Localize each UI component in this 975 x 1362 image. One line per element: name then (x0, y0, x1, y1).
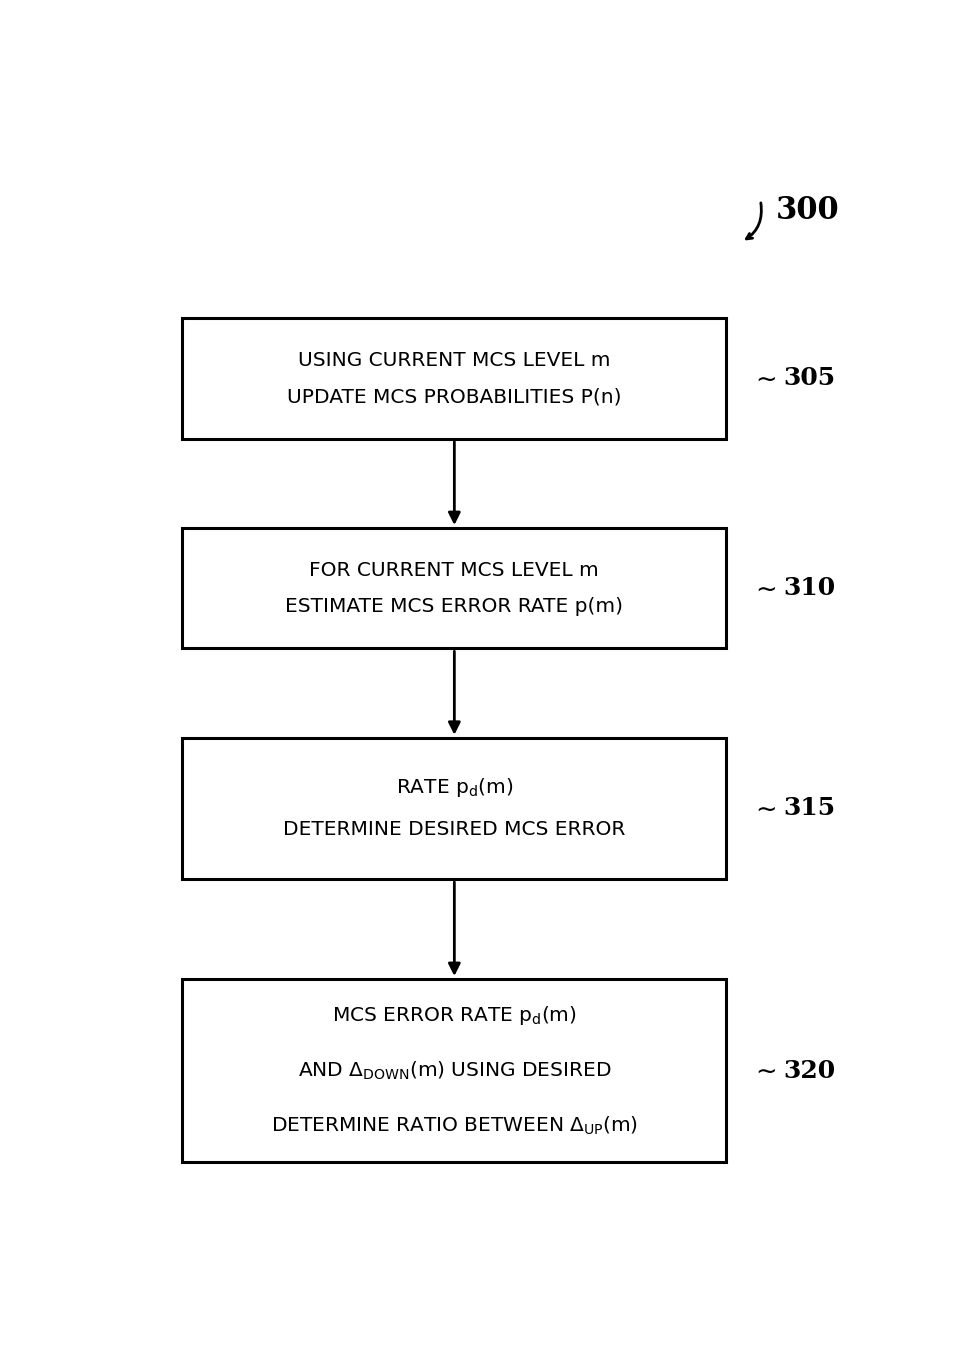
Text: UPDATE MCS PROBABILITIES P(n): UPDATE MCS PROBABILITIES P(n) (287, 387, 622, 406)
Text: $\sim$: $\sim$ (750, 795, 775, 821)
Text: AND $\Delta_{\mathregular{DOWN}}$(m) USING DESIRED: AND $\Delta_{\mathregular{DOWN}}$(m) USI… (297, 1060, 611, 1081)
Text: $\sim$: $\sim$ (750, 365, 775, 391)
Text: RATE $\mathregular{p_d}$(m): RATE $\mathregular{p_d}$(m) (396, 776, 513, 798)
Text: ESTIMATE MCS ERROR RATE p(m): ESTIMATE MCS ERROR RATE p(m) (286, 597, 623, 616)
FancyBboxPatch shape (182, 738, 726, 880)
Text: DETERMINE DESIRED MCS ERROR: DETERMINE DESIRED MCS ERROR (283, 820, 626, 839)
Text: $\sim$: $\sim$ (750, 1058, 775, 1084)
FancyBboxPatch shape (182, 979, 726, 1162)
Text: 305: 305 (783, 366, 836, 391)
Text: 310: 310 (783, 576, 836, 601)
FancyBboxPatch shape (182, 319, 726, 439)
Text: $\sim$: $\sim$ (750, 575, 775, 601)
Text: 320: 320 (783, 1058, 836, 1083)
Text: FOR CURRENT MCS LEVEL m: FOR CURRENT MCS LEVEL m (309, 561, 600, 580)
Text: DETERMINE RATIO BETWEEN $\Delta_{\mathregular{UP}}$(m): DETERMINE RATIO BETWEEN $\Delta_{\mathre… (271, 1114, 638, 1137)
Text: 315: 315 (783, 797, 836, 820)
Text: 300: 300 (775, 195, 839, 226)
FancyBboxPatch shape (182, 528, 726, 648)
Text: USING CURRENT MCS LEVEL m: USING CURRENT MCS LEVEL m (298, 351, 610, 370)
Text: MCS ERROR RATE $\mathregular{p_d}$(m): MCS ERROR RATE $\mathregular{p_d}$(m) (332, 1004, 576, 1027)
